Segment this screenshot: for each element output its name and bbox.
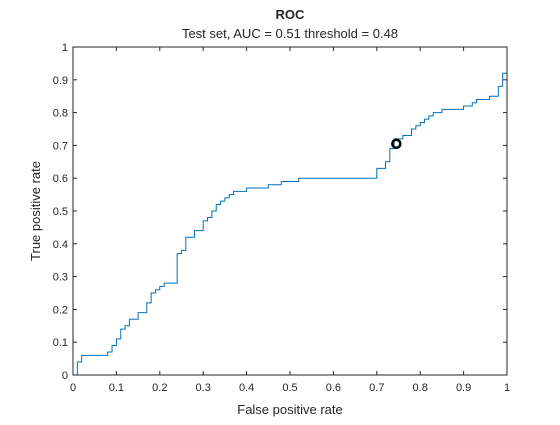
x-tick-label: 0.3 bbox=[196, 382, 211, 394]
y-axis-label: True positive rate bbox=[28, 161, 43, 261]
x-axis-ticks: 0 0.1 0.2 0.3 0.4 0.5 0.6 0.7 0.8 0.9 1 bbox=[70, 47, 510, 394]
x-tick-label: 0.5 bbox=[282, 382, 297, 394]
x-tick-label: 0.2 bbox=[152, 382, 167, 394]
chart-subtitle: Test set, AUC = 0.51 threshold = 0.48 bbox=[182, 26, 398, 41]
y-tick-label: 0.1 bbox=[53, 337, 68, 349]
roc-curve-series bbox=[73, 47, 508, 376]
y-tick-label: 1 bbox=[62, 42, 68, 54]
y-tick-label: 0.9 bbox=[53, 75, 68, 87]
x-tick-label: 0.9 bbox=[456, 382, 471, 394]
x-tick-label: 0.6 bbox=[326, 382, 341, 394]
x-tick-label: 1 bbox=[504, 382, 510, 394]
plot-area bbox=[73, 47, 507, 375]
x-tick-label: 0.1 bbox=[109, 382, 124, 394]
y-tick-label: 0.3 bbox=[53, 272, 68, 284]
y-tick-label: 0.8 bbox=[53, 108, 68, 120]
x-tick-label: 0.7 bbox=[369, 382, 384, 394]
x-axis-label: False positive rate bbox=[237, 402, 343, 417]
y-tick-label: 0.7 bbox=[53, 140, 68, 152]
y-tick-label: 0.6 bbox=[53, 173, 68, 185]
y-tick-label: 0 bbox=[62, 370, 68, 382]
y-tick-label: 0.2 bbox=[53, 304, 68, 316]
y-tick-label: 0.4 bbox=[53, 239, 68, 251]
x-tick-label: 0 bbox=[70, 382, 76, 394]
y-tick-label: 0.5 bbox=[53, 206, 68, 218]
x-tick-label: 0.8 bbox=[413, 382, 428, 394]
chart-title: ROC bbox=[276, 7, 306, 22]
operating-point-marker bbox=[391, 138, 402, 150]
x-tick-label: 0.4 bbox=[239, 382, 254, 394]
y-axis-ticks: 0 0.1 0.2 0.3 0.4 0.5 0.6 0.7 0.8 0.9 1 bbox=[53, 42, 507, 382]
